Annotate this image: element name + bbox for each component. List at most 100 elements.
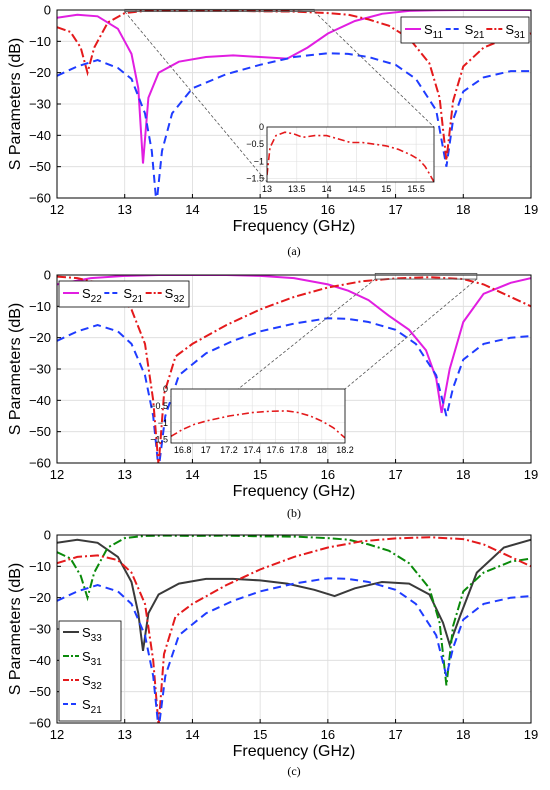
zoom-connector [124, 11, 268, 183]
y-tick-label: −20 [29, 590, 51, 605]
y-tick-label: −50 [29, 684, 51, 699]
series-line-1 [57, 538, 531, 652]
inset-y-tick-label: −1.5 [246, 174, 264, 184]
x-tick-label: 14 [185, 202, 199, 217]
inset-series-line [267, 131, 434, 182]
y-tick-label: −40 [29, 393, 51, 408]
x-tick-label: 16 [321, 202, 335, 217]
inset-series-line [171, 410, 345, 439]
zoom-region-box [124, 8, 315, 13]
legend-label-subscript: 11 [433, 30, 444, 41]
legend-label-base: S [123, 286, 132, 301]
y-tick-label: 0 [44, 268, 51, 283]
series-line-2 [57, 535, 531, 686]
y-tick-label: −60 [29, 716, 51, 731]
x-tick-label: 13 [117, 202, 131, 217]
inset-y-tick-label: −0.5 [150, 401, 168, 411]
zoom-connector [314, 11, 435, 128]
series-line-2 [57, 317, 531, 463]
series-group [57, 10, 531, 198]
y-tick-label: −10 [29, 299, 51, 314]
legend-box [400, 16, 530, 44]
inset-y-tick-label: 0 [163, 384, 168, 394]
legend-label: S32 [165, 286, 185, 305]
x-axis-label: Frequency (GHz) [233, 218, 356, 235]
inset-chart: 13 13.5 14 14.5 15 15.5 0 −0.5 −1 −1.5 [246, 122, 435, 194]
zoom-connector [170, 278, 376, 444]
y-tick-label: −40 [29, 128, 51, 143]
inset-x-tick-label: 17.8 [290, 445, 308, 455]
x-tick-label: 15 [253, 202, 267, 217]
y-tick-label: 0 [44, 528, 51, 543]
legend-label-subscript: 32 [91, 681, 103, 692]
inset-x-tick-label: 14.5 [348, 184, 366, 194]
y-tick-label: −30 [29, 622, 51, 637]
legend-box [58, 620, 122, 722]
legend-label-base: S [165, 286, 174, 301]
legend-label-base: S [82, 697, 91, 712]
x-tick-label: 12 [50, 727, 64, 742]
x-tick-label: 16 [321, 467, 335, 482]
inset-x-tick-label: 13 [262, 184, 272, 194]
y-tick-label: −20 [29, 330, 51, 345]
x-tick-label: 16 [321, 727, 335, 742]
inset-frame [266, 126, 435, 183]
inset-x-tick-label: 17.6 [267, 445, 285, 455]
x-tick-label: 17 [388, 727, 402, 742]
legend-label-subscript: 21 [132, 294, 144, 305]
legend-label: S31 [82, 649, 102, 668]
inset-frame [170, 388, 346, 444]
legend-label: S21 [465, 22, 485, 41]
series-line-1 [57, 275, 531, 414]
legend-label-base: S [424, 22, 433, 37]
x-tick-label: 14 [185, 727, 199, 742]
x-tick-label: 15 [253, 467, 267, 482]
y-tick-label: −20 [29, 65, 51, 80]
legend: S11 S21 S31 [400, 16, 530, 44]
legend-label: S11 [424, 22, 443, 41]
y-tick-label: −10 [29, 559, 51, 574]
legend-label-base: S [82, 649, 91, 664]
x-tick-label: 18 [456, 467, 470, 482]
inset-x-tick-label: 17.4 [243, 445, 261, 455]
inset-y-tick-label: 0 [259, 122, 264, 132]
legend-label: S31 [505, 22, 525, 41]
y-tick-label: −40 [29, 653, 51, 668]
chart-panel-b: 12 13 14 15 16 17 18 190−10−20−30−40−50−60Frequ… [7, 268, 538, 521]
x-tick-label: 13 [117, 727, 131, 742]
legend-label-subscript: 32 [173, 294, 185, 305]
inset-area [171, 389, 345, 443]
chart-panel-c: 12 13 14 15 16 17 18 19 0 −10 −20 −30 −40 −50 −60 Frequ… [7, 528, 538, 779]
y-tick-label: −30 [29, 362, 51, 377]
inset-chart: 16.8 17 17.2 17.4 17.6 17.8 18 18.2 0 −0.5 −1 −1.5 [150, 384, 354, 455]
inset-x-tick-label: 14 [322, 184, 332, 194]
legend-label-subscript: 22 [91, 294, 103, 305]
series-group [57, 535, 531, 723]
y-tick-label: 0 [44, 3, 51, 18]
inset-x-tick-label: 17.2 [220, 445, 238, 455]
x-tick-label: 18 [456, 727, 470, 742]
inset-x-tick-label: 18 [317, 445, 327, 455]
y-axis-label: S Parameters (dB) [7, 563, 24, 695]
series-line-1 [57, 10, 531, 164]
x-tick-label: 12 [50, 467, 64, 482]
x-tick-label: 19 [524, 202, 538, 217]
inset-y-tick-label: −0.5 [246, 139, 264, 149]
y-tick-label: −30 [29, 97, 51, 112]
panel-caption: (a) [287, 244, 300, 258]
legend-box [58, 280, 190, 308]
zoom-connector [344, 278, 478, 390]
x-tick-label: 14 [185, 467, 199, 482]
y-tick-label: −50 [29, 159, 51, 174]
legend-label-subscript: 21 [91, 705, 103, 716]
inset-x-tick-label: 16.8 [174, 445, 192, 455]
legend: S22 S21 S32 [58, 280, 190, 308]
x-tick-label: 17 [388, 202, 402, 217]
legend-label: S32 [82, 673, 102, 692]
legend-label: S22 [82, 286, 102, 305]
y-tick-label: −10 [29, 34, 51, 49]
legend-label-base: S [82, 286, 91, 301]
panel-caption: (b) [287, 506, 301, 520]
x-tick-label: 18 [456, 202, 470, 217]
inset-x-tick-label: 18.2 [336, 445, 354, 455]
